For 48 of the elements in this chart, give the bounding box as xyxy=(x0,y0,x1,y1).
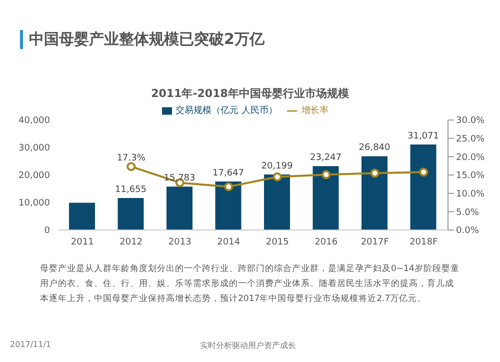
y2-tick-label: 25.0% xyxy=(456,134,486,145)
text: 实时分析驱动用户资产成长 xyxy=(200,340,296,351)
chart-title: 中国母婴产业整体规模已突破2万亿 xyxy=(20,30,264,49)
bar xyxy=(264,174,290,230)
bar xyxy=(215,181,242,230)
point xyxy=(272,172,282,182)
data-label: 23,247 xyxy=(310,153,342,164)
y2-tick-label: 15.0% xyxy=(456,171,486,182)
y-tick-label: 0 xyxy=(44,226,50,236)
point xyxy=(370,168,380,178)
x-tick-label: 2011 xyxy=(70,237,94,248)
legend-label: 交易规模（亿元 人民币） xyxy=(176,106,278,116)
y2-tick-label: 10.0% xyxy=(456,190,486,200)
data-label: 31,071 xyxy=(408,132,439,142)
text: 母婴产业是从人群年龄角度划分出的一个跨行业、跨部门的综合产业群，是满足孕产妇及0~14岁阶段婴童用户的衣、食、住、行、用、娱、乐等需求形成的一个消费产业体系。随着居民生活水平的提高，育儿成本逐年上升，中国母婴产业保持高增长态势，预计2017年中国母婴行业市场规模将近2.7万亿元。 xyxy=(40,262,460,306)
data-label: 20,199 xyxy=(261,161,294,172)
y2-tick-label: 20.0% xyxy=(456,152,486,163)
y-tick-label: 40,000 xyxy=(18,116,50,126)
x-tick-label: 2013 xyxy=(168,237,192,248)
bar xyxy=(362,156,388,230)
y2-tick-label: 30.0% xyxy=(456,116,486,126)
y-tick-label: 30,000 xyxy=(18,144,50,154)
point xyxy=(419,168,428,177)
y-tick-label: 20,000 xyxy=(18,171,50,182)
x-tick-label: 2016 xyxy=(314,237,338,248)
bar xyxy=(166,186,192,230)
bar xyxy=(69,202,95,230)
bar xyxy=(312,166,339,230)
point xyxy=(224,182,234,192)
data-label: 26,840 xyxy=(358,143,391,154)
x-tick-label: 2018F xyxy=(410,237,438,248)
bar xyxy=(118,198,144,230)
point xyxy=(126,162,136,172)
data-label: 17,647 xyxy=(212,168,244,178)
y2-tick-label: 0.0% xyxy=(456,226,480,236)
x-tick-label: 2014 xyxy=(217,237,240,248)
data-label: 11,655 xyxy=(115,184,146,195)
y2-tick-label: 5.0% xyxy=(456,208,480,218)
x-tick-label: 2017F xyxy=(360,237,389,248)
x-tick-label: 2012 xyxy=(120,237,143,248)
data-label: 17.3% xyxy=(116,154,146,164)
text: 2017/11/1 xyxy=(10,340,52,349)
chart-subtitle: 2011年-2018年中国母婴行业市场规模 xyxy=(150,86,350,101)
point xyxy=(322,170,331,180)
x-tick-label: 2015 xyxy=(266,237,289,248)
legend-label: 增长率 xyxy=(301,106,328,116)
bar xyxy=(410,144,436,230)
y-tick-label: 10,000 xyxy=(18,198,50,209)
